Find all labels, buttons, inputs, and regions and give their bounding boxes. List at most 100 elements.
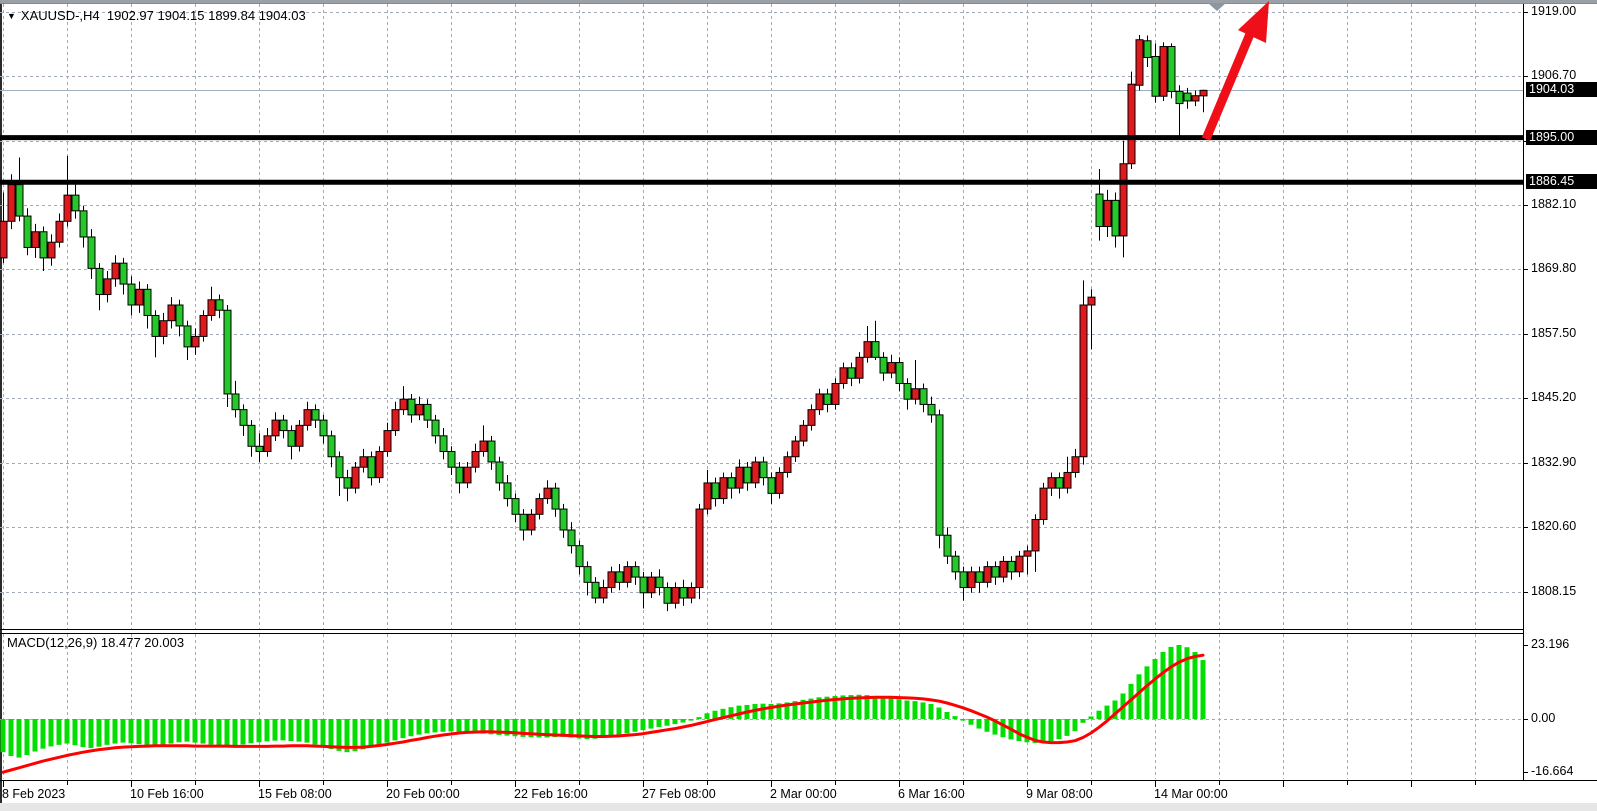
macd-histogram-bar xyxy=(736,705,742,719)
bull-candle xyxy=(719,477,728,500)
macd-histogram-bar xyxy=(528,719,534,738)
bear-candle xyxy=(551,487,560,510)
macd-histogram-bar xyxy=(1080,719,1086,723)
bear-candle xyxy=(575,545,584,568)
macd-histogram-bar xyxy=(1072,719,1078,732)
macd-histogram-bar xyxy=(168,719,174,744)
bear-candle xyxy=(823,393,832,405)
macd-histogram-bar xyxy=(64,719,70,744)
macd-histogram-bar xyxy=(824,696,830,719)
time-axis-label: 10 Feb 16:00 xyxy=(130,787,204,801)
bear-candle xyxy=(879,356,888,374)
bear-candle xyxy=(591,581,600,599)
macd-histogram-bar xyxy=(768,704,774,719)
bear-candle xyxy=(487,440,496,463)
bear-candle xyxy=(327,435,336,458)
bear-candle xyxy=(519,513,528,531)
bull-candle xyxy=(887,362,896,374)
macd-histogram-bar xyxy=(96,719,102,747)
bull-candle xyxy=(1127,83,1136,165)
bull-candle xyxy=(775,471,784,494)
bear-candle xyxy=(559,508,568,531)
bull-candle xyxy=(607,571,616,589)
bull-candle xyxy=(807,409,816,426)
bear-candle xyxy=(1151,55,1160,97)
macd-histogram-bar xyxy=(864,695,870,719)
macd-histogram-bar xyxy=(216,719,222,746)
macd-histogram-bar xyxy=(592,719,598,739)
bull-candle xyxy=(159,320,168,337)
line-price-box: 1886.45 xyxy=(1526,174,1597,190)
macd-histogram-bar xyxy=(832,696,838,719)
macd-histogram-bar xyxy=(872,696,878,719)
macd-histogram-bar xyxy=(928,704,934,719)
bull-candle xyxy=(263,435,272,453)
bear-candle xyxy=(319,419,328,437)
macd-histogram-bar xyxy=(648,719,654,729)
bull-candle xyxy=(855,356,864,379)
bull-candle xyxy=(207,299,216,316)
macd-histogram-bar xyxy=(992,719,998,735)
bear-candle xyxy=(959,571,968,589)
macd-histogram-bar xyxy=(152,719,158,746)
price-axis-label: 1869.80 xyxy=(1531,261,1577,276)
macd-histogram-bar xyxy=(1056,719,1062,740)
bull-candle xyxy=(623,566,632,583)
macd-histogram-bar xyxy=(424,719,430,734)
macd-histogram-bar xyxy=(48,719,54,747)
macd-histogram-bar xyxy=(464,719,470,733)
macd-histogram-bar xyxy=(480,719,486,734)
bear-candle xyxy=(231,393,240,411)
macd-histogram-bar xyxy=(1040,719,1046,743)
macd-histogram-bar xyxy=(944,711,950,719)
macd-histogram-bar xyxy=(208,719,214,745)
bear-candle xyxy=(455,466,464,484)
bull-candle xyxy=(191,335,200,348)
macd-histogram-bar xyxy=(1032,719,1038,743)
bear-candle xyxy=(975,571,984,583)
macd-signal-line xyxy=(1,653,1205,774)
macd-histogram-bar xyxy=(1088,716,1094,719)
macd-histogram-bar xyxy=(24,719,30,756)
bear-candle xyxy=(1007,560,1016,573)
macd-histogram-bar xyxy=(80,719,86,748)
bull-candle xyxy=(1071,456,1080,473)
price-axis-label: 1808.15 xyxy=(1531,584,1577,598)
bear-candle xyxy=(1183,92,1192,102)
macd-histogram-bar xyxy=(144,719,150,746)
macd-histogram-bar xyxy=(336,719,342,751)
bull-candle xyxy=(111,262,120,280)
macd-histogram-bar xyxy=(56,719,62,745)
bull-candle xyxy=(359,456,368,468)
macd-histogram-bar xyxy=(1192,652,1198,719)
macd-histogram-bar xyxy=(632,719,638,732)
macd-histogram-bar xyxy=(248,719,254,744)
bull-candle xyxy=(599,587,608,599)
bear-candle xyxy=(215,299,224,311)
bear-candle xyxy=(711,482,720,500)
macd-histogram-bar xyxy=(1000,719,1006,738)
macd-histogram-bar xyxy=(416,719,422,735)
symbol-ohlc-text: XAUUSD-,H4 1902.97 1904.15 1899.84 1904.… xyxy=(20,8,306,23)
macd-histogram-bar xyxy=(136,719,142,745)
macd-histogram-bar xyxy=(232,719,238,746)
bear-candle xyxy=(423,403,432,421)
bear-candle xyxy=(279,419,288,432)
bear-candle xyxy=(287,430,296,447)
current-price-box: 1904.03 xyxy=(1526,82,1597,98)
time-axis-label: 27 Feb 08:00 xyxy=(642,787,716,801)
macd-histogram-bar xyxy=(1176,645,1182,719)
bear-candle xyxy=(567,529,576,547)
macd-histogram-bar xyxy=(160,719,166,745)
macd-histogram-bar xyxy=(720,708,726,719)
bear-candle xyxy=(255,445,264,453)
macd-histogram-bar xyxy=(1024,719,1030,743)
macd-histogram-bar xyxy=(72,719,78,746)
macd-histogram-bar xyxy=(304,719,310,743)
bull-candle xyxy=(399,398,408,411)
bull-candle xyxy=(383,430,392,453)
bull-candle xyxy=(863,341,872,358)
macd-histogram-bar xyxy=(128,719,134,744)
